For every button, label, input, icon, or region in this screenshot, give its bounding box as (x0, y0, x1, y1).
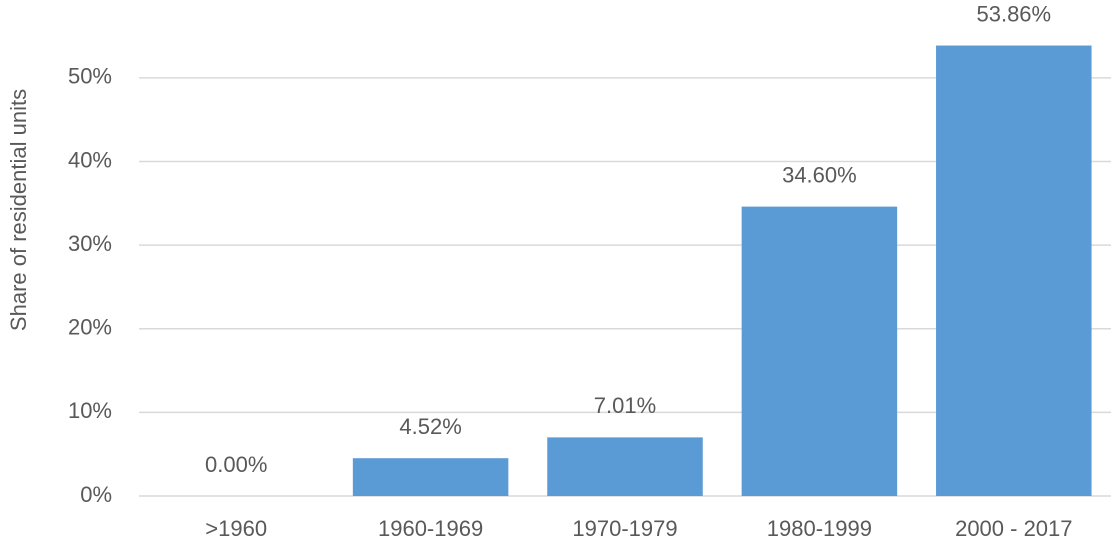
y-axis-label: Share of residential units (6, 89, 31, 331)
y-tick-label: 30% (68, 231, 112, 256)
data-label: 7.01% (594, 393, 656, 418)
y-tick-label: 40% (68, 147, 112, 172)
y-tick-label: 20% (68, 315, 112, 340)
bar (741, 206, 898, 497)
x-tick-label: 2000 - 2017 (955, 516, 1072, 541)
x-tick-label: 1960-1969 (378, 516, 483, 541)
y-tick-label: 50% (68, 64, 112, 89)
data-label: 0.00% (205, 452, 267, 477)
y-tick-label: 10% (68, 398, 112, 423)
x-tick-label: 1980-1999 (767, 516, 872, 541)
data-label: 4.52% (399, 414, 461, 439)
data-label: 53.86% (976, 1, 1051, 26)
y-tick-label: 0% (80, 482, 112, 507)
x-tick-label: >1960 (205, 516, 267, 541)
bar (352, 458, 509, 496)
x-tick-label: 1970-1979 (572, 516, 677, 541)
bar (547, 437, 703, 496)
bar (936, 45, 1092, 496)
data-label: 34.60% (782, 162, 857, 187)
